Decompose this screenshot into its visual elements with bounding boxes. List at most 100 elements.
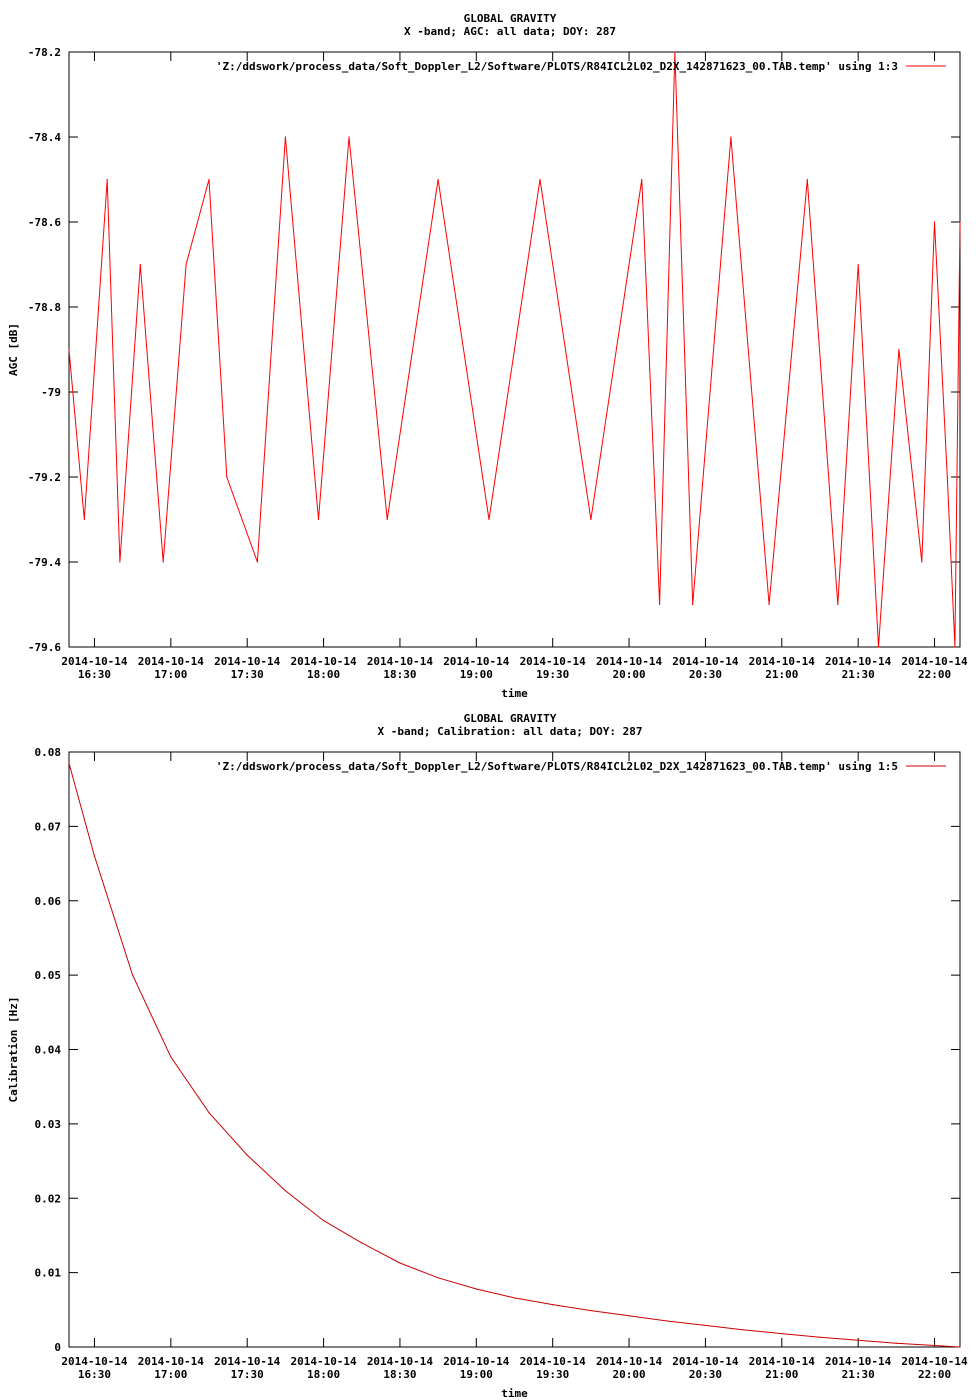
x-tick-time-label: 21:00 [765, 668, 798, 681]
data-point [488, 518, 490, 521]
data-point [317, 518, 320, 521]
data-point [322, 1219, 325, 1222]
data-point [704, 1324, 707, 1327]
x-tick-time-label: 20:30 [689, 668, 722, 681]
x-tick-time-label: 18:30 [383, 668, 416, 681]
data-point [386, 518, 388, 521]
x-tick-date-label: 2014-10-14 [214, 655, 281, 668]
y-tick-label: 0.02 [35, 1192, 62, 1205]
x-axis-label: time [501, 687, 528, 700]
data-point [437, 178, 439, 181]
calibration-chart-panel: GLOBAL GRAVITY X -band; Calibration: all … [0, 700, 980, 1400]
data-point [256, 561, 258, 563]
data-point [139, 263, 141, 266]
x-tick-time-label: 18:30 [383, 1368, 416, 1381]
x-tick-time-label: 20:00 [612, 668, 645, 681]
x-tick-date-label: 2014-10-14 [138, 1355, 205, 1368]
x-tick-time-label: 17:30 [231, 668, 264, 681]
x-tick-date-label: 2014-10-14 [367, 1355, 434, 1368]
data-point [857, 263, 859, 266]
data-point [895, 1342, 897, 1344]
data-point [946, 476, 948, 478]
data-point [162, 561, 164, 563]
data-point [399, 1262, 401, 1264]
y-tick-label: -79.4 [28, 556, 61, 569]
data-point [954, 646, 956, 648]
legend-label: 'Z:/ddswork/process_data/Soft_Doppler_L2… [216, 60, 898, 73]
series-line [68, 763, 961, 1348]
data-point [806, 178, 808, 181]
x-tick-time-label: 16:30 [78, 1368, 111, 1381]
y-tick-label: 0.03 [35, 1118, 62, 1131]
x-tick-time-label: 17:30 [231, 1368, 264, 1381]
data-point [837, 603, 839, 606]
y-tick-label: 0.05 [35, 969, 62, 982]
y-axis-label: Calibration [Hz] [7, 997, 20, 1103]
x-tick-date-label: 2014-10-14 [825, 655, 892, 668]
data-point [284, 136, 286, 138]
x-tick-date-label: 2014-10-14 [367, 655, 434, 668]
data-point [659, 603, 661, 606]
chart-title: GLOBAL GRAVITY [464, 712, 557, 725]
y-tick-label: -78.8 [28, 301, 61, 314]
data-point [539, 178, 541, 181]
chart-subtitle: X -band; AGC: all data; DOY: 287 [404, 25, 616, 38]
x-tick-date-label: 2014-10-14 [596, 655, 663, 668]
data-point [933, 1344, 936, 1347]
chart-subtitle: X -band; Calibration: all data; DOY: 287 [378, 725, 643, 738]
data-point [959, 1346, 961, 1348]
data-point [226, 476, 228, 478]
x-tick-date-label: 2014-10-14 [214, 1355, 281, 1368]
data-point [857, 1339, 859, 1341]
x-tick-time-label: 22:00 [918, 1368, 951, 1381]
x-tick-date-label: 2014-10-14 [520, 655, 587, 668]
y-tick-label: -78.6 [28, 216, 61, 229]
data-point [743, 1329, 745, 1331]
x-tick-time-label: 19:30 [536, 1368, 569, 1381]
y-tick-label: 0.04 [35, 1044, 62, 1057]
y-tick-label: -79.2 [28, 471, 61, 484]
data-point [119, 561, 121, 563]
data-point [246, 1154, 248, 1156]
x-tick-date-label: 2014-10-14 [749, 655, 816, 668]
data-point [768, 603, 770, 606]
x-tick-date-label: 2014-10-14 [443, 655, 510, 668]
y-tick-label: 0.01 [35, 1267, 62, 1280]
x-tick-time-label: 21:30 [842, 668, 875, 681]
data-point [730, 136, 732, 138]
data-point [819, 1336, 821, 1338]
y-tick-label: -79 [41, 386, 61, 399]
y-tick-label: 0.07 [35, 820, 62, 833]
x-tick-date-label: 2014-10-14 [520, 1355, 587, 1368]
x-tick-time-label: 19:30 [536, 668, 569, 681]
x-tick-date-label: 2014-10-14 [290, 655, 357, 668]
x-tick-time-label: 17:00 [154, 668, 187, 681]
series-line [68, 51, 961, 648]
x-tick-time-label: 19:00 [460, 668, 493, 681]
data-point [898, 348, 900, 351]
x-tick-time-label: 16:30 [78, 668, 111, 681]
data-point [959, 221, 961, 223]
chart-title: GLOBAL GRAVITY [464, 12, 557, 25]
x-tick-time-label: 20:30 [689, 1368, 722, 1381]
data-point [666, 1320, 668, 1322]
data-point [781, 1333, 783, 1335]
data-point [185, 263, 187, 266]
plot-frame [68, 751, 961, 1348]
data-point [68, 762, 70, 764]
data-point [361, 1242, 363, 1244]
x-tick-date-label: 2014-10-14 [290, 1355, 357, 1368]
x-tick-date-label: 2014-10-14 [901, 655, 968, 668]
data-point [641, 178, 643, 181]
data-point [628, 1315, 630, 1317]
data-point [933, 221, 936, 223]
x-tick-date-label: 2014-10-14 [61, 1355, 128, 1368]
x-tick-time-label: 20:00 [612, 1368, 645, 1381]
x-tick-date-label: 2014-10-14 [672, 655, 739, 668]
data-point [590, 518, 592, 521]
y-tick-label: -78.4 [28, 131, 61, 144]
y-axis-label: AGC [dB] [7, 323, 20, 376]
legend-label: 'Z:/ddswork/process_data/Soft_Doppler_L2… [216, 760, 898, 773]
x-tick-date-label: 2014-10-14 [443, 1355, 510, 1368]
data-point [674, 51, 676, 53]
